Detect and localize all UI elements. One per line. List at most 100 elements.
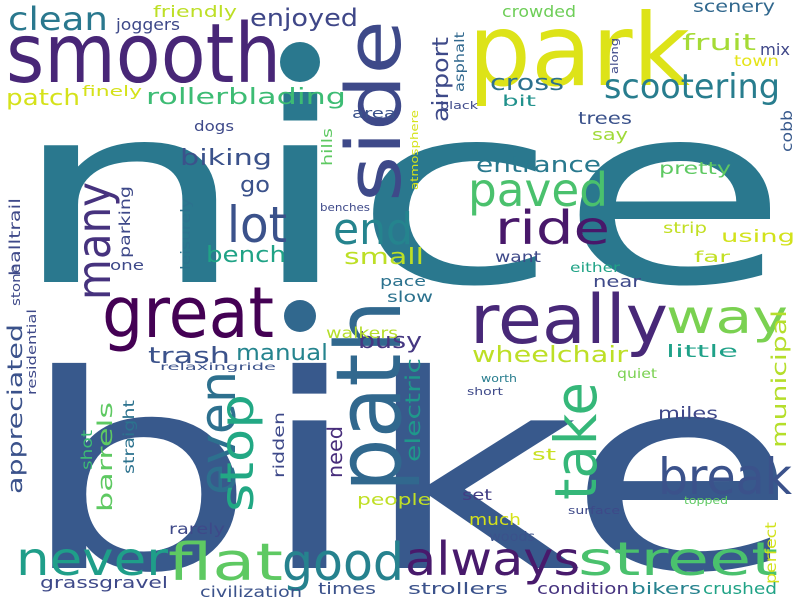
word-clean: clean — [8, 0, 108, 38]
word-crushed: crushed — [703, 579, 777, 598]
word-little: little — [666, 342, 738, 362]
word-good: good — [282, 533, 404, 593]
word-black: black — [440, 99, 479, 112]
word-lot: lot — [227, 196, 287, 254]
word-town: town — [734, 52, 779, 70]
word-rarely: rarely — [169, 520, 225, 538]
word-set: set — [462, 486, 492, 504]
word-park: park — [468, 0, 690, 109]
word-times: times — [318, 579, 376, 598]
word-halltrail: halltrail — [6, 198, 24, 276]
word-path: path — [317, 300, 422, 492]
word-walkers: walkers — [326, 324, 398, 342]
word-even: even — [189, 371, 247, 495]
word-surface: surface — [568, 504, 620, 517]
word-woods: woods — [489, 530, 535, 545]
word-near: near — [593, 272, 642, 291]
word-short: short — [467, 385, 504, 398]
word-one: one — [110, 258, 144, 274]
word-quiet: quiet — [617, 367, 657, 382]
word-strollers: strollers — [408, 579, 508, 598]
word-parking: parking — [116, 186, 134, 258]
word-great: great — [102, 272, 274, 354]
word-nice: nice — [10, 50, 790, 341]
word-leisurely: leisurely — [179, 198, 194, 270]
word-take: take — [542, 382, 610, 500]
word-worth: worth — [481, 372, 517, 385]
word-dot-small — [284, 300, 316, 332]
word-civilization: civilization — [200, 583, 302, 600]
word-end: end — [333, 204, 413, 255]
word-scenery: scenery — [693, 0, 775, 17]
word-atmosphere: atmosphere — [408, 110, 421, 190]
word-topped: topped — [684, 494, 728, 507]
word-paved: paved — [468, 163, 608, 217]
word-far: far — [694, 248, 731, 266]
word-bike: bike — [18, 317, 798, 600]
word-stone: stone — [9, 264, 23, 306]
word-patch: patch — [6, 86, 80, 111]
word-benches: benches — [320, 201, 370, 214]
word-stop: stop — [210, 394, 264, 512]
word-say: say — [592, 125, 628, 144]
word-people: people — [357, 490, 431, 509]
word-cross: cross — [490, 71, 564, 96]
word-bench: bench — [206, 243, 286, 268]
word-manual: manual — [236, 341, 328, 366]
word-go: go — [240, 173, 270, 198]
word-residential: residential — [25, 309, 39, 395]
word-scootering: scootering — [604, 67, 780, 107]
word-need: need — [323, 426, 347, 478]
word-cobb: cobb — [778, 110, 796, 152]
word-smooth: smooth — [6, 7, 281, 102]
word-small: small — [344, 245, 424, 270]
word-bit: bit — [502, 92, 536, 110]
word-wheelchair: wheelchair — [472, 343, 629, 368]
word-strip: strip — [663, 219, 707, 237]
word-slow: slow — [387, 288, 433, 306]
word-straight: straight — [120, 400, 138, 474]
word-trees: trees — [578, 109, 632, 129]
word-entrance: entrance — [476, 153, 601, 178]
word-biking: biking — [180, 146, 272, 171]
word-many: many — [67, 182, 121, 300]
word-pretty: pretty — [659, 159, 731, 179]
word-flat: flat — [168, 533, 283, 593]
word-st: st — [532, 445, 556, 464]
word-electric: electric — [401, 358, 425, 462]
word-pace: pace — [380, 274, 426, 290]
word-barrels: barrels — [93, 402, 117, 512]
word-appreciated: appreciated — [3, 324, 27, 494]
word-bikers: bikers — [631, 579, 701, 598]
word-really: really — [470, 281, 668, 360]
word-ridden: ridden — [270, 412, 288, 478]
word-much: much — [469, 510, 521, 529]
word-along: along — [608, 38, 621, 74]
word-asphalt: asphalt — [453, 32, 468, 92]
word-municipal: municipal — [767, 310, 791, 448]
word-never: never — [16, 532, 168, 586]
word-area: area — [352, 106, 396, 122]
word-perfect: perfect — [762, 522, 780, 584]
word-ride: ride — [495, 201, 610, 255]
word-miles: miles — [658, 404, 718, 424]
word-dogs: dogs — [194, 119, 234, 135]
word-condition: condition — [537, 579, 629, 598]
word-joggers: joggers — [115, 15, 180, 34]
word-shot: shot — [78, 430, 96, 470]
word-either: either — [570, 261, 621, 276]
word-grassgravel: grassgravel — [40, 573, 168, 592]
word-mix: mix — [760, 40, 790, 59]
word-fruit: fruit — [682, 31, 757, 56]
word-finely: finely — [82, 84, 142, 100]
word-airport: airport — [429, 37, 454, 122]
word-busy: busy — [358, 329, 422, 354]
word-hills: hills — [320, 128, 336, 166]
word-using: using — [721, 227, 795, 247]
word-side: side — [329, 20, 418, 202]
word-way: way — [666, 290, 788, 344]
word-rollerblading: rollerblading — [146, 85, 346, 110]
word-friendly: friendly — [153, 2, 237, 21]
